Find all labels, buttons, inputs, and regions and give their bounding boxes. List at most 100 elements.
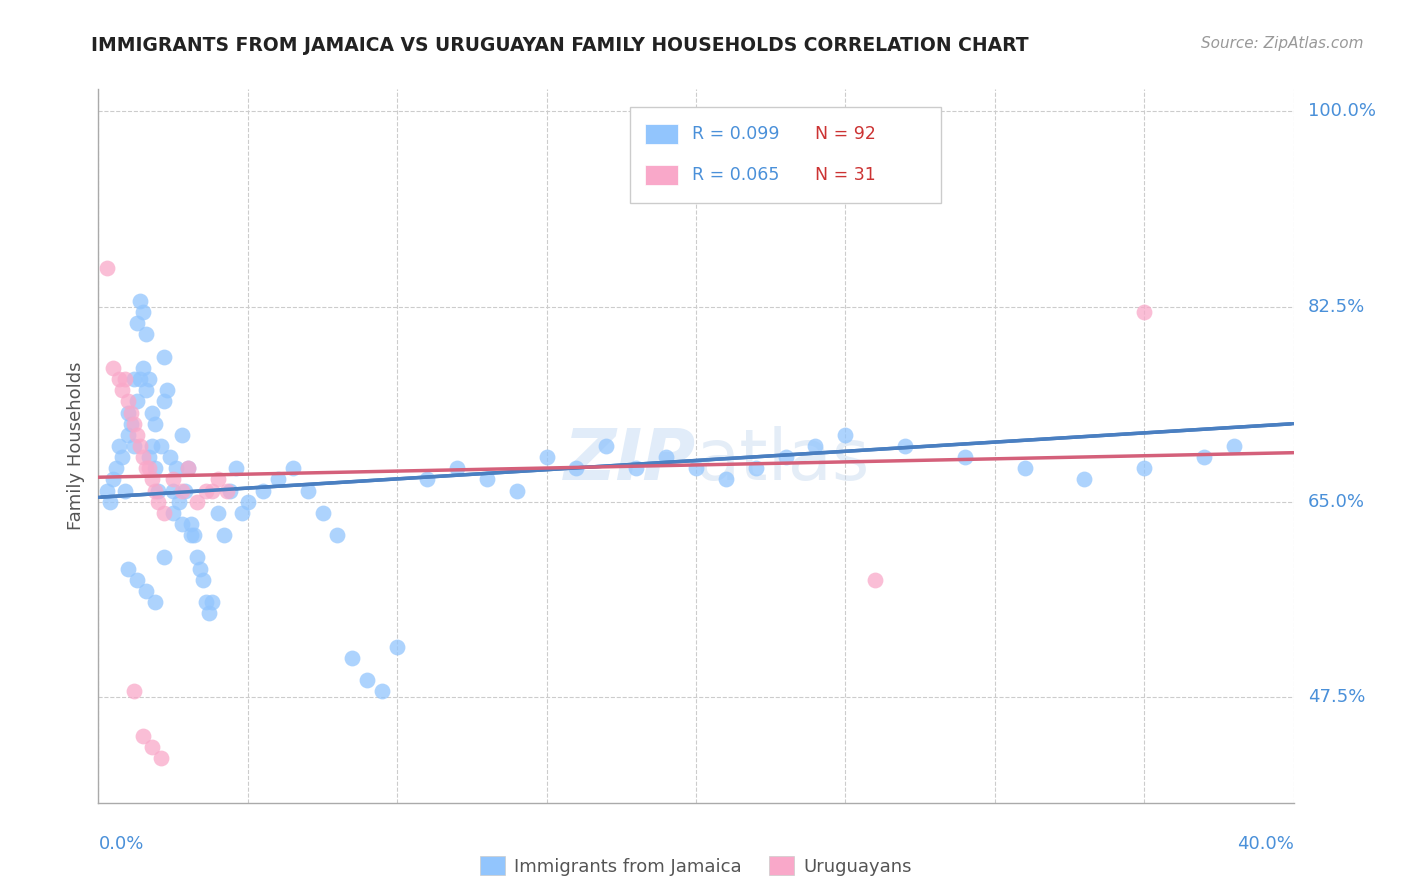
Point: [326, 528, 349, 542]
Point: [174, 483, 197, 498]
Point: [132, 305, 155, 319]
Point: [236, 494, 259, 508]
Point: [143, 461, 166, 475]
Point: [135, 383, 157, 397]
Point: [129, 293, 152, 308]
Point: [162, 506, 184, 520]
Point: [98, 494, 122, 508]
Point: [148, 483, 170, 498]
Point: [141, 740, 163, 755]
Point: [103, 360, 125, 375]
Point: [172, 428, 194, 442]
Point: [96, 260, 118, 275]
Point: [207, 506, 229, 520]
Point: [138, 372, 160, 386]
Point: [105, 461, 128, 475]
Point: [127, 316, 149, 330]
Point: [135, 584, 157, 599]
Point: [446, 461, 468, 475]
Point: [212, 528, 235, 542]
Point: [103, 472, 125, 486]
Point: [129, 372, 152, 386]
Point: [198, 606, 221, 620]
Point: [111, 450, 134, 464]
Point: [225, 461, 247, 475]
Text: 47.5%: 47.5%: [1308, 688, 1365, 706]
Point: [141, 439, 163, 453]
Point: [165, 461, 187, 475]
Point: [201, 483, 224, 498]
Point: [180, 528, 202, 542]
Text: 65.0%: 65.0%: [1308, 492, 1365, 511]
Point: [141, 472, 163, 486]
Point: [129, 439, 152, 453]
Point: [138, 461, 160, 475]
Point: [475, 472, 498, 486]
Point: [141, 405, 163, 419]
Point: [1014, 461, 1036, 475]
Point: [195, 595, 218, 609]
Point: [1073, 472, 1095, 486]
Point: [186, 494, 208, 508]
FancyBboxPatch shape: [630, 107, 941, 203]
Point: [156, 383, 179, 397]
Point: [506, 483, 529, 498]
Point: [114, 483, 136, 498]
Point: [120, 417, 142, 431]
Point: [183, 528, 205, 542]
Y-axis label: Family Households: Family Households: [66, 362, 84, 530]
Point: [132, 729, 155, 743]
Point: [714, 472, 737, 486]
Point: [124, 372, 146, 386]
Point: [132, 360, 155, 375]
Point: [162, 472, 184, 486]
Point: [153, 550, 176, 565]
Point: [177, 461, 200, 475]
Point: [804, 439, 827, 453]
Point: [127, 428, 149, 442]
Point: [108, 372, 131, 386]
Point: [191, 573, 214, 587]
Point: [132, 450, 155, 464]
Point: [342, 651, 364, 665]
Point: [143, 595, 166, 609]
Point: [108, 439, 131, 453]
Point: [195, 483, 218, 498]
Point: [416, 472, 439, 486]
Text: N = 92: N = 92: [815, 125, 876, 143]
Point: [252, 483, 274, 498]
Text: N = 31: N = 31: [815, 166, 876, 184]
Point: [186, 550, 208, 565]
Point: [120, 405, 142, 419]
FancyBboxPatch shape: [644, 165, 678, 185]
Point: [207, 472, 229, 486]
Text: ZIP: ZIP: [564, 425, 696, 495]
Point: [153, 394, 176, 409]
Point: [96, 483, 118, 498]
Point: [894, 439, 917, 453]
Point: [111, 383, 134, 397]
Point: [356, 673, 378, 687]
Point: [626, 461, 648, 475]
Point: [231, 506, 253, 520]
Point: [124, 417, 146, 431]
Point: [172, 483, 194, 498]
Point: [150, 751, 173, 765]
Point: [267, 472, 290, 486]
Point: [180, 516, 202, 531]
Point: [117, 405, 139, 419]
Point: [201, 595, 224, 609]
Point: [127, 573, 149, 587]
Text: 40.0%: 40.0%: [1237, 835, 1294, 853]
Point: [595, 439, 617, 453]
Point: [536, 450, 558, 464]
Point: [167, 494, 190, 508]
Text: IMMIGRANTS FROM JAMAICA VS URUGUAYAN FAMILY HOUSEHOLDS CORRELATION CHART: IMMIGRANTS FROM JAMAICA VS URUGUAYAN FAM…: [91, 36, 1029, 54]
Point: [150, 439, 173, 453]
Text: Source: ZipAtlas.com: Source: ZipAtlas.com: [1201, 36, 1364, 51]
Point: [215, 483, 238, 498]
Point: [745, 461, 768, 475]
Point: [135, 461, 157, 475]
Point: [1192, 450, 1215, 464]
Text: 0.0%: 0.0%: [98, 835, 143, 853]
